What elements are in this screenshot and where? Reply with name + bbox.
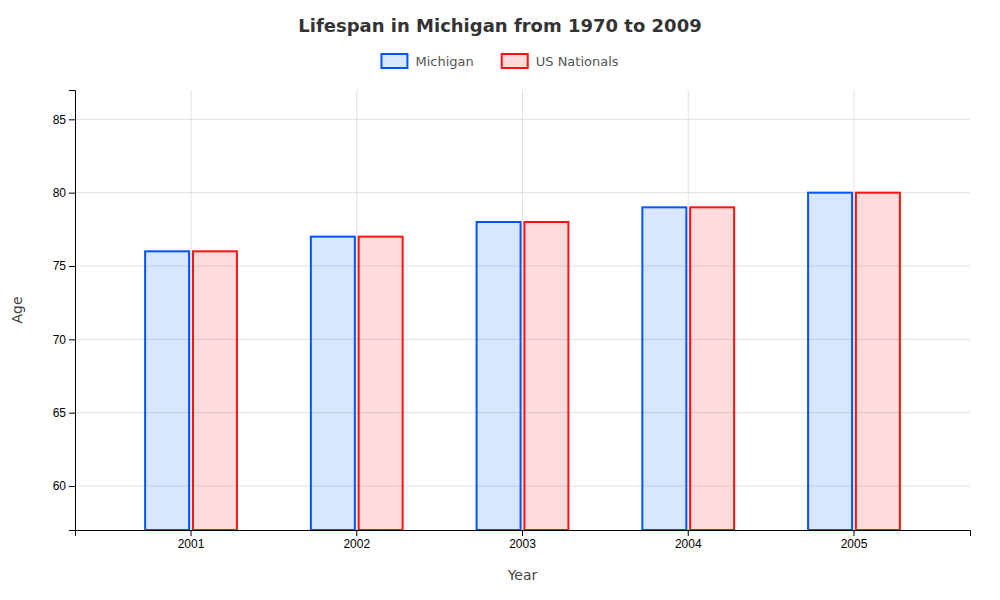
axis-line: [69, 91, 76, 531]
tick-mark: [69, 339, 75, 340]
tick: 70: [53, 333, 75, 347]
axis-line: [76, 531, 971, 537]
grid-line-x: [688, 90, 689, 530]
tick-mark: [522, 530, 523, 536]
bar: [642, 207, 686, 530]
tick-label: 2004: [675, 537, 702, 551]
x-axis-title: Year: [507, 567, 538, 583]
tick-mark: [356, 530, 357, 536]
bar: [193, 251, 237, 530]
tick-mark: [69, 119, 75, 120]
legend-label: US Nationals: [536, 54, 619, 69]
bar: [477, 222, 521, 530]
bar: [690, 207, 734, 530]
tick-mark: [69, 413, 75, 414]
tick-mark: [688, 530, 689, 536]
tick-label: 60: [53, 479, 67, 493]
legend-swatch: [502, 54, 528, 68]
bar-series: [145, 193, 852, 530]
bar: [145, 251, 189, 530]
bar: [359, 237, 403, 530]
bar: [311, 237, 355, 530]
tick-mark: [69, 486, 75, 487]
tick-mark: [69, 266, 75, 267]
tick-label: 2003: [509, 537, 536, 551]
grid-line-x: [191, 90, 192, 530]
tick: 2003: [509, 530, 536, 551]
tick-label: 80: [53, 186, 67, 200]
title: Lifespan in Michigan from 1970 to 2009: [298, 15, 701, 36]
grid-line-x: [853, 90, 854, 530]
tick-label: 75: [53, 259, 67, 273]
tick: 85: [53, 113, 75, 127]
tick: 2004: [675, 530, 702, 551]
legend-label: Michigan: [415, 54, 473, 69]
tick: 2002: [343, 530, 370, 551]
grid-line-x: [356, 90, 357, 530]
plot: 2001 2002 2003 2004 2005 60 65 70 75 80 85: [53, 90, 971, 551]
tick: 2001: [178, 530, 205, 551]
tick-label: 2001: [178, 537, 205, 551]
legend-item: Michigan: [381, 54, 473, 69]
bar: [856, 193, 900, 530]
tick: 75: [53, 259, 75, 273]
tick-mark: [853, 530, 854, 536]
chart: 2001 2002 2003 2004 2005 60 65 70 75 80 85 Year Age L…: [0, 0, 1000, 600]
tick: 60: [53, 479, 75, 493]
tick: 65: [53, 406, 75, 420]
bar-series: [193, 193, 900, 530]
tick-label: 85: [53, 113, 67, 127]
tick: 80: [53, 186, 75, 200]
y-axis: 60 65 70 75 80 85: [53, 91, 76, 531]
legend: Michigan US Nationals: [381, 54, 618, 69]
tick-label: 70: [53, 333, 67, 347]
bar: [808, 193, 852, 530]
tick-mark: [69, 193, 75, 194]
legend-swatch: [381, 54, 407, 68]
tick-label: 2005: [841, 537, 868, 551]
tick-mark: [191, 530, 192, 536]
tick-label: 65: [53, 406, 67, 420]
y-axis-title: Age: [9, 296, 25, 323]
x-axis: 2001 2002 2003 2004 2005: [76, 530, 971, 551]
grid: [75, 90, 970, 530]
legend-item: US Nationals: [502, 54, 619, 69]
tick: 2005: [841, 530, 868, 551]
bar: [524, 222, 568, 530]
grid-line-x: [522, 90, 523, 530]
bars: [145, 193, 900, 530]
tick-label: 2002: [343, 537, 370, 551]
